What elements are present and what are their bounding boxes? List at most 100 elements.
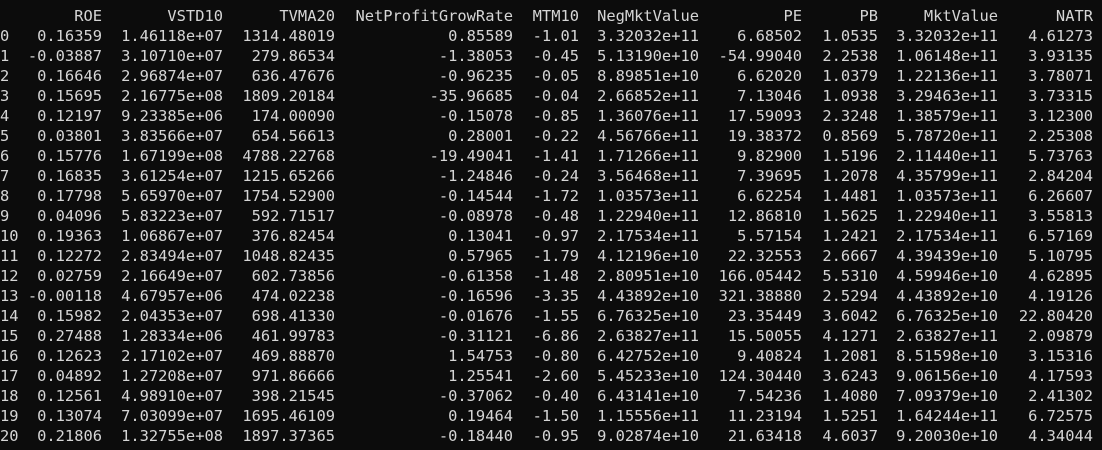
cell-value: 398.21545	[251, 387, 335, 405]
row-index: 5	[0, 127, 10, 145]
cell-value: -0.15078	[438, 107, 513, 125]
cell-value: 1048.82435	[242, 247, 335, 265]
cell-value: -1.79	[532, 247, 579, 265]
cell-value: 1809.20184	[242, 87, 335, 105]
cell-value: 1.4080	[822, 387, 878, 405]
cell-value: 2.63827e+11	[896, 327, 998, 345]
cell-value: 4.67957e+06	[121, 287, 223, 305]
cell-value: 2.16649e+07	[121, 267, 223, 285]
cell-value: 2.17102e+07	[121, 347, 223, 365]
row-index: 18	[0, 387, 19, 405]
cell-value: -0.95	[532, 427, 579, 445]
cell-value: 5.83223e+07	[121, 207, 223, 225]
cell-value: 8.51598e+10	[896, 347, 998, 365]
cell-value: 376.82454	[251, 227, 335, 245]
row-index: 3	[0, 87, 10, 105]
column-header: MTM10	[532, 7, 579, 25]
cell-value: -35.96685	[429, 87, 513, 105]
cell-value: 22.32553	[727, 247, 802, 265]
cell-value: 0.03801	[37, 127, 102, 145]
cell-value: 3.15316	[1028, 347, 1093, 365]
cell-value: 2.66852e+11	[597, 87, 699, 105]
cell-value: 2.83494e+07	[121, 247, 223, 265]
cell-value: 0.12561	[37, 387, 102, 405]
cell-value: 2.04353e+07	[121, 307, 223, 325]
column-header: ROE	[74, 7, 102, 25]
cell-value: 0.16646	[37, 67, 102, 85]
cell-value: 1.38579e+11	[896, 107, 998, 125]
cell-value: -6.86	[532, 327, 579, 345]
cell-value: 6.62254	[737, 187, 802, 205]
cell-value: 5.57154	[737, 227, 802, 245]
cell-value: 3.56468e+11	[597, 167, 699, 185]
cell-value: -0.00118	[27, 287, 102, 305]
cell-value: 7.39695	[737, 167, 802, 185]
cell-value: 2.41302	[1028, 387, 1093, 405]
cell-value: 0.13074	[37, 407, 102, 425]
row-index: 12	[0, 267, 19, 285]
cell-value: -0.22	[532, 127, 579, 145]
cell-value: 1.15556e+11	[597, 407, 699, 425]
cell-value: 15.50055	[727, 327, 802, 345]
cell-value: 1.25541	[448, 367, 513, 385]
cell-value: 0.16359	[37, 27, 102, 45]
cell-value: -0.37062	[438, 387, 513, 405]
cell-value: 3.83566e+07	[121, 127, 223, 145]
cell-value: 1.5196	[822, 147, 878, 165]
cell-value: 4.35799e+11	[896, 167, 998, 185]
cell-value: 1.2081	[822, 347, 878, 365]
cell-value: 4.12196e+10	[597, 247, 699, 265]
cell-value: 4.43892e+10	[597, 287, 699, 305]
cell-value: -3.35	[532, 287, 579, 305]
cell-value: 4.61273	[1028, 27, 1093, 45]
cell-value: 4.1271	[822, 327, 878, 345]
cell-value: 0.15695	[37, 87, 102, 105]
cell-value: 174.00090	[251, 107, 335, 125]
cell-value: 7.03099e+07	[121, 407, 223, 425]
cell-value: 7.09379e+10	[896, 387, 998, 405]
cell-value: 321.38880	[718, 287, 802, 305]
cell-value: 1.22940e+11	[597, 207, 699, 225]
cell-value: 0.57965	[448, 247, 513, 265]
cell-value: 1.46118e+07	[121, 27, 223, 45]
cell-value: 4.98910e+07	[121, 387, 223, 405]
cell-value: 2.16775e+08	[121, 87, 223, 105]
cell-value: 0.19363	[37, 227, 102, 245]
cell-value: -1.50	[532, 407, 579, 425]
cell-value: 602.73856	[251, 267, 335, 285]
cell-value: 279.86534	[251, 47, 335, 65]
cell-value: -0.24	[532, 167, 579, 185]
cell-value: 4.39439e+10	[896, 247, 998, 265]
cell-value: 0.15776	[37, 147, 102, 165]
cell-value: 0.16835	[37, 167, 102, 185]
column-header: VSTD10	[167, 7, 223, 25]
cell-value: -0.14544	[438, 187, 513, 205]
row-index: 4	[0, 107, 10, 125]
cell-value: 2.17534e+11	[597, 227, 699, 245]
cell-value: 19.38372	[727, 127, 802, 145]
cell-value: 7.54236	[737, 387, 802, 405]
cell-value: -0.80	[532, 347, 579, 365]
cell-value: 592.71517	[251, 207, 335, 225]
cell-value: 4.43892e+10	[896, 287, 998, 305]
cell-value: -0.04	[532, 87, 579, 105]
cell-value: 698.41330	[251, 307, 335, 325]
cell-value: 5.13190e+10	[597, 47, 699, 65]
row-index: 1	[0, 47, 10, 65]
cell-value: 3.73315	[1028, 87, 1093, 105]
cell-value: 469.88870	[251, 347, 335, 365]
cell-value: 3.6243	[822, 367, 878, 385]
cell-value: 0.19464	[448, 407, 513, 425]
cell-value: 1.22940e+11	[896, 207, 998, 225]
cell-value: 2.80951e+10	[597, 267, 699, 285]
row-index: 17	[0, 367, 19, 385]
row-index: 20	[0, 427, 19, 445]
cell-value: 0.8569	[822, 127, 878, 145]
cell-value: -1.01	[532, 27, 579, 45]
row-index: 14	[0, 307, 19, 325]
cell-value: 5.5310	[822, 267, 878, 285]
cell-value: 4.17593	[1028, 367, 1093, 385]
cell-value: 9.82900	[737, 147, 802, 165]
cell-value: 11.23194	[727, 407, 802, 425]
cell-value: 1.06867e+07	[121, 227, 223, 245]
